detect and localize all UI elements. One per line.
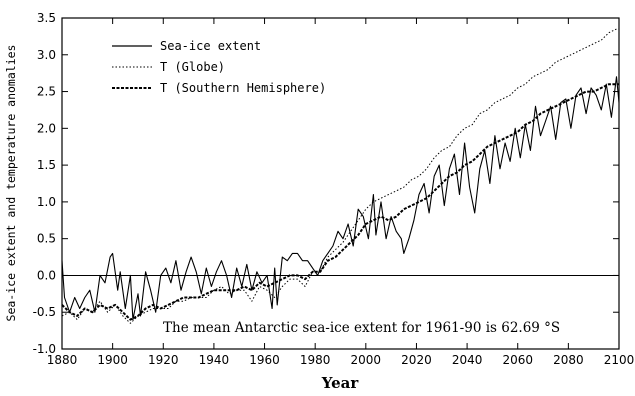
y-tick-label: 3.0 [37, 48, 56, 62]
series-t-southern-hemisphere [61, 83, 619, 321]
data-series [61, 28, 620, 324]
y-tick-label: -0.5 [33, 305, 56, 319]
x-tick-label: 2100 [604, 353, 635, 367]
annotation-mean-extent: The mean Antarctic sea-ice extent for 19… [163, 320, 560, 336]
x-tick-label: 1960 [249, 353, 280, 367]
tick-marks [61, 17, 620, 350]
legend-label-t-globe: T (Globe) [160, 60, 225, 74]
x-tick-label: 1980 [300, 353, 331, 367]
legend-label-sea-ice: Sea-ice extent [160, 39, 261, 53]
series-t-globe [61, 28, 619, 324]
x-tick-label: 2060 [502, 353, 533, 367]
legend-label-t-sh: T (Southern Hemisphere) [160, 81, 326, 95]
y-tick-label: 0.5 [37, 232, 56, 246]
x-tick-label: 2040 [452, 353, 483, 367]
x-tick-label: 1920 [148, 353, 179, 367]
y-tick-label: 0.0 [37, 268, 56, 282]
plot-area-frame [61, 17, 620, 350]
y-tick-label: 1.5 [37, 158, 56, 172]
series-sea-ice-extent [61, 76, 620, 321]
y-tick-label: 2.0 [37, 121, 56, 135]
y-tick-label: 2.5 [37, 85, 56, 99]
x-tick-label: 1880 [47, 353, 78, 367]
x-tick-label: 1900 [97, 353, 128, 367]
x-axis-title: Year [321, 374, 360, 392]
x-tick-label: 2020 [401, 353, 432, 367]
y-tick-label: -1.0 [33, 342, 56, 356]
y-tick-label: 3.5 [37, 11, 56, 25]
x-tick-label: 2080 [553, 353, 584, 367]
y-tick-labels: -1.0 -0.5 0.0 0.5 1.0 1.5 2.0 2.5 3.0 3.5 [33, 11, 56, 356]
y-tick-label: 1.0 [37, 195, 56, 209]
x-tick-label: 2000 [351, 353, 382, 367]
legend: Sea-ice extent T (Globe) T (Southern Hem… [112, 39, 326, 95]
y-axis-title: Sea-ice extent and temperature anomalies [4, 45, 18, 322]
x-tick-label: 1940 [199, 353, 230, 367]
x-tick-labels: 1880 1900 1920 1940 1960 1980 2000 2020 2040 2060… [47, 353, 635, 367]
